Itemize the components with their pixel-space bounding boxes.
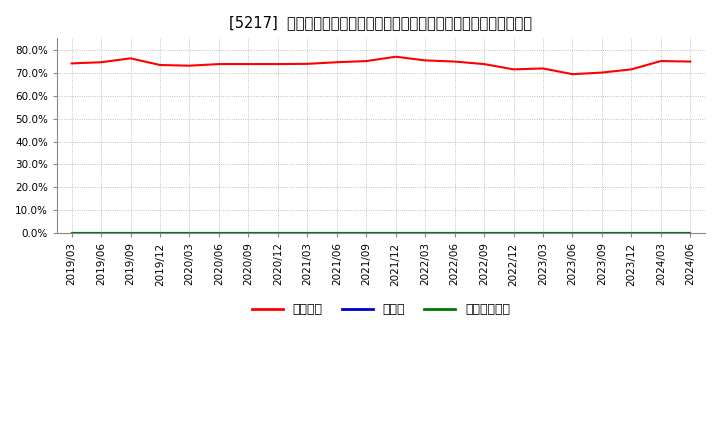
Legend: 自己資本, のれん, 繰延税金資産: 自己資本, のれん, 繰延税金資産 [246,298,516,321]
Title: [5217]  自己資本、のれん、繰延税金資産の総資産に対する比率の推移: [5217] 自己資本、のれん、繰延税金資産の総資産に対する比率の推移 [230,15,533,30]
